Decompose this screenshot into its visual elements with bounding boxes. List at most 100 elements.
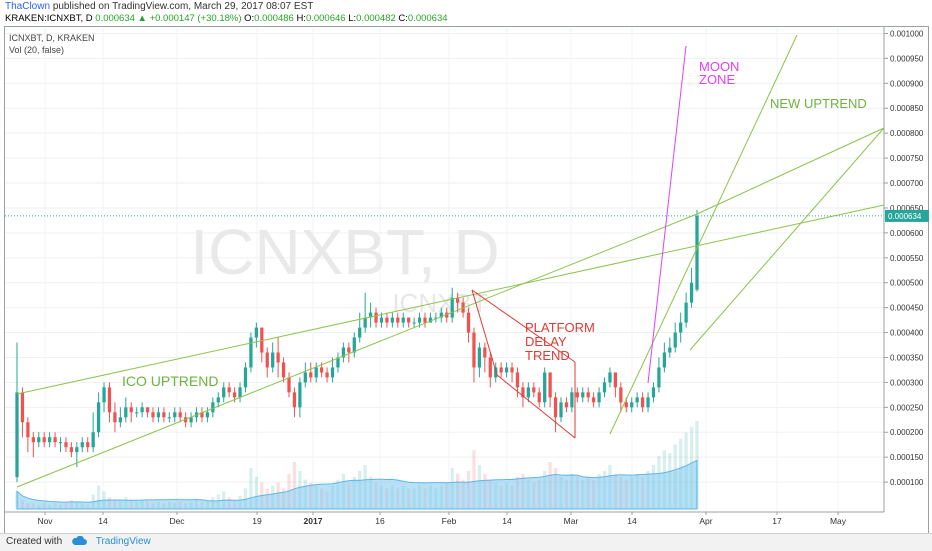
candle <box>352 337 356 353</box>
volume-bar <box>243 488 248 509</box>
candle <box>216 397 220 403</box>
candle <box>390 317 394 323</box>
volume-bar <box>249 467 253 509</box>
candle <box>407 317 411 323</box>
candle <box>412 322 416 324</box>
candle <box>434 317 438 319</box>
candle <box>31 437 35 443</box>
candle <box>423 317 427 323</box>
candle <box>646 397 650 408</box>
price-tick-label: 0.000300 <box>890 378 924 387</box>
time-tick-label: 17 <box>772 516 782 526</box>
candle <box>178 412 182 418</box>
candle <box>129 407 133 413</box>
price-axis-bg <box>884 27 928 512</box>
footer: Created with TradingView <box>0 533 932 551</box>
candle <box>570 392 574 408</box>
candle <box>53 437 57 443</box>
price-tick-label: 0.000100 <box>890 478 924 487</box>
time-tick-label: May <box>830 516 847 526</box>
candle <box>504 367 509 373</box>
candle <box>118 417 122 423</box>
price-tick-label: 0.000450 <box>890 304 924 313</box>
candle <box>537 392 541 403</box>
price-tick-label: 0.000350 <box>890 353 924 362</box>
candle <box>619 387 623 403</box>
ohlc-high-value: 0.000646 <box>305 13 346 24</box>
candle <box>276 352 280 363</box>
candle <box>597 392 601 403</box>
header: ThaClown published on TradingView.com, M… <box>0 0 932 26</box>
candle <box>232 392 237 398</box>
candle <box>243 367 248 388</box>
author-link[interactable]: ThaClown <box>5 1 51 12</box>
candle <box>662 352 666 368</box>
candle <box>265 352 269 368</box>
candle <box>592 397 596 403</box>
candle <box>559 402 563 418</box>
price-change: 0.000634 ▲ +0.000147 (+30.18%) <box>95 13 242 24</box>
candle <box>86 442 90 448</box>
candle <box>668 347 672 353</box>
candle <box>439 312 443 318</box>
candle <box>401 317 405 323</box>
candle <box>613 372 618 388</box>
ohlc-open-key: O: <box>244 13 255 24</box>
candle <box>543 372 547 403</box>
volume-bar <box>96 485 101 509</box>
candle <box>91 432 95 448</box>
price-tick-label: 0.000850 <box>890 104 924 113</box>
price-tick-label: 0.000700 <box>890 179 924 188</box>
candle <box>526 387 530 398</box>
candle <box>42 437 46 443</box>
time-axis[interactable]: Nov 14 Dec 19 2017 16 Feb 14 Mar 14 Apr 17 May <box>5 511 884 526</box>
time-tick-label: 14 <box>502 516 512 526</box>
candle <box>281 362 286 378</box>
candle <box>586 392 590 398</box>
ohlc-high-key: H: <box>296 13 306 24</box>
volume-bar <box>472 450 476 509</box>
candle <box>602 382 607 393</box>
price-tick-label: 0.000600 <box>890 229 924 238</box>
candle <box>113 412 117 423</box>
candle <box>488 357 492 378</box>
candle <box>515 372 520 388</box>
candle <box>15 392 19 478</box>
candle <box>499 367 503 373</box>
price-tick-label: 0.000650 <box>890 204 924 213</box>
price-tick-label: 0.000900 <box>890 79 924 88</box>
candle <box>347 347 351 353</box>
candle <box>445 312 449 318</box>
time-tick-label: Dec <box>169 516 185 526</box>
candle <box>553 397 558 418</box>
candle <box>80 442 84 448</box>
time-tick-label: 14 <box>627 516 637 526</box>
candle <box>320 367 324 373</box>
price-tick-label: 0.000500 <box>890 279 924 288</box>
last-price-tag-label: 0.000634 <box>888 212 922 221</box>
candle <box>140 407 144 413</box>
candle <box>630 402 634 408</box>
price-axis[interactable]: 0.000100 0.000150 0.000200 0.000250 0.000300… <box>883 27 929 512</box>
candle <box>651 387 656 398</box>
candle <box>156 412 161 418</box>
published-text: published on TradingView.com, March 29, … <box>52 1 314 12</box>
annotation-trend: TREND <box>525 348 570 363</box>
candle <box>368 312 373 318</box>
candle <box>260 327 264 353</box>
candle <box>385 317 389 323</box>
price-tick-label: 0.000950 <box>890 54 924 63</box>
candle <box>227 387 231 393</box>
legend-volume: Vol (20, false) <box>9 45 64 55</box>
candle <box>48 437 52 443</box>
tradingview-logo[interactable]: TradingView <box>95 536 151 547</box>
candle <box>548 372 552 398</box>
time-tick-label: Nov <box>37 516 53 526</box>
platform-upper-line <box>471 289 576 363</box>
candle <box>69 447 74 453</box>
volume-bar <box>254 476 258 509</box>
price-tick-label: 0.000550 <box>890 254 924 263</box>
price-tick-label: 0.000150 <box>890 453 924 462</box>
candle <box>483 347 487 358</box>
